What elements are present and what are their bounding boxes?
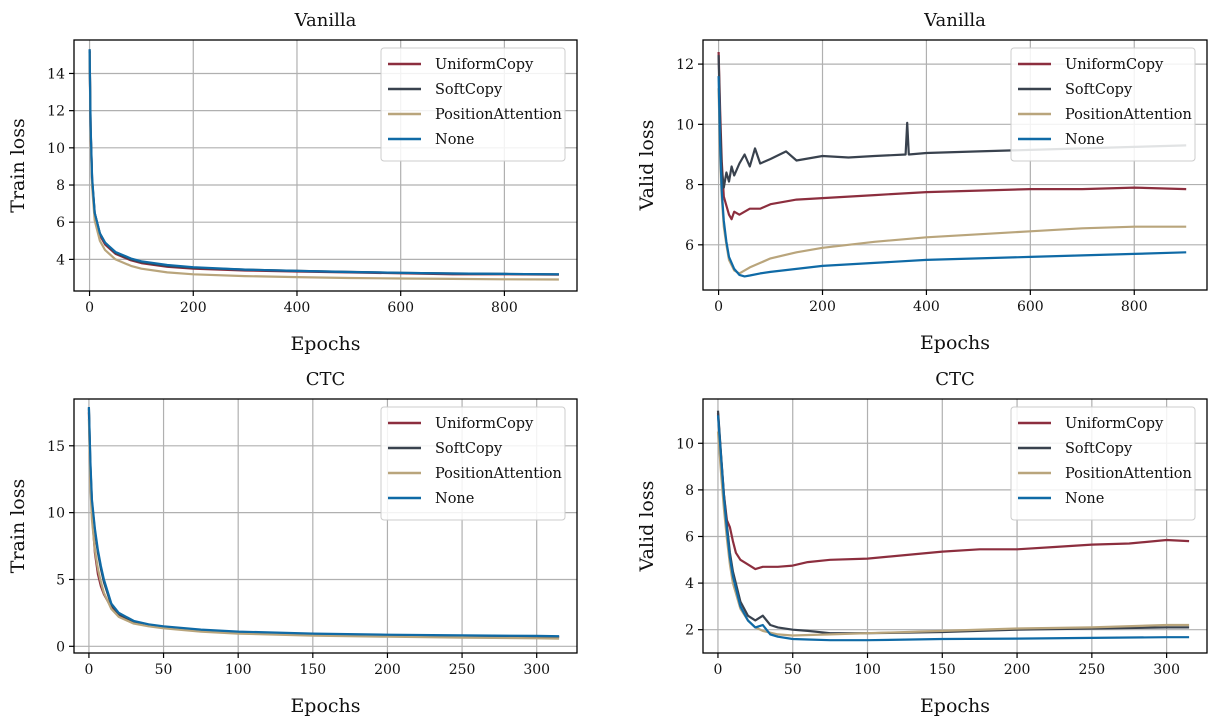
x-tick-label: 800 <box>491 300 518 316</box>
y-tick-label: 6 <box>685 238 694 254</box>
x-tick-label: 200 <box>809 299 836 315</box>
legend-entry: UniformCopy <box>1065 416 1164 432</box>
x-tick-label: 300 <box>1153 662 1180 678</box>
legend-entry: PositionAttention <box>1065 466 1192 482</box>
y-tick-label: 6 <box>56 215 65 231</box>
chart-title: CTC <box>306 369 346 390</box>
legend: UniformCopy SoftCopy PositionAttention None <box>1010 47 1196 162</box>
legend-entry: PositionAttention <box>435 107 562 123</box>
y-tick-label: 8 <box>56 178 65 194</box>
y-tick-label: 14 <box>47 66 65 82</box>
x-tick-label: 50 <box>155 662 173 678</box>
legend-entry: UniformCopy <box>435 416 534 432</box>
y-tick-label: 8 <box>685 483 694 499</box>
legend: UniformCopy SoftCopy PositionAttention None <box>1010 406 1196 521</box>
x-tick-label: 400 <box>284 300 311 316</box>
x-axis-label: Epochs <box>920 695 990 717</box>
legend-entry: None <box>1065 491 1104 507</box>
x-tick-label: 0 <box>85 300 94 316</box>
x-tick-label: 0 <box>84 662 93 678</box>
series-line-positionattention <box>87 419 560 640</box>
y-tick-label: 12 <box>676 57 694 73</box>
y-tick-label: 12 <box>47 104 65 120</box>
x-tick-label: 150 <box>299 662 326 678</box>
legend-entry: SoftCopy <box>1065 82 1133 98</box>
chart-title: CTC <box>935 369 975 390</box>
series-line-none <box>88 49 559 276</box>
legend-entry: PositionAttention <box>435 466 562 482</box>
y-tick-label: 2 <box>685 623 694 639</box>
series-line-none <box>717 76 1187 278</box>
y-tick-label: 10 <box>676 117 694 133</box>
x-tick-label: 200 <box>374 662 401 678</box>
chart-panel-2: 0 200 400 600 800 6 8 10 12 Vanilla Epochs Valid lo… <box>636 10 1208 354</box>
y-tick-label: 4 <box>56 252 65 268</box>
series-line-none <box>716 415 1190 642</box>
axes-frame <box>73 398 578 654</box>
x-tick-label: 400 <box>913 299 940 315</box>
y-tick-label: 10 <box>47 141 65 157</box>
series-lines <box>87 406 560 640</box>
y-tick-label: 0 <box>56 639 65 655</box>
axes-frame <box>702 39 1208 291</box>
x-axis-label: Epochs <box>290 333 360 355</box>
y-axis-label: Valid loss <box>636 120 658 212</box>
series-lines <box>88 49 559 281</box>
x-tick-label: 0 <box>713 662 722 678</box>
chart-panel-4: 0 50 100 150 200 250 300 2 4 6 8 10 CTC Epochs Valid l… <box>636 369 1208 717</box>
x-axis-label: Epochs <box>290 695 360 717</box>
series-line-uniformcopy <box>716 412 1190 571</box>
x-tick-label: 250 <box>1078 662 1105 678</box>
series-line-none <box>87 406 560 638</box>
x-tick-label: 200 <box>180 300 207 316</box>
legend-entry: None <box>435 132 474 148</box>
x-tick-label: 250 <box>449 662 476 678</box>
legend-entry: None <box>435 491 474 507</box>
y-tick-label: 5 <box>56 572 65 588</box>
series-line-softcopy <box>717 55 1187 189</box>
x-tick-label: 100 <box>854 662 881 678</box>
legend: UniformCopy SoftCopy PositionAttention None <box>380 47 566 162</box>
legend-entry: SoftCopy <box>435 82 503 98</box>
y-tick-label: 8 <box>685 178 694 194</box>
y-axis-label: Train loss <box>7 118 29 212</box>
x-tick-label: 600 <box>1017 299 1044 315</box>
chart-panel-1: 0 200 400 600 800 4 6 8 10 12 14 Vanilla Epochs Train… <box>7 10 578 355</box>
legend: UniformCopy SoftCopy PositionAttention None <box>380 406 566 521</box>
y-tick-label: 10 <box>47 506 65 522</box>
series-line-uniformcopy <box>717 51 1187 221</box>
y-tick-label: 6 <box>685 529 694 545</box>
legend-entry: PositionAttention <box>1065 107 1192 123</box>
legend-entry: SoftCopy <box>435 441 503 457</box>
y-tick-label: 10 <box>676 436 694 452</box>
series-lines <box>716 410 1190 642</box>
y-tick-label: 15 <box>47 439 65 455</box>
x-tick-label: 300 <box>523 662 550 678</box>
legend-entry: UniformCopy <box>435 57 534 73</box>
series-lines <box>717 51 1187 278</box>
x-tick-label: 200 <box>1004 662 1031 678</box>
y-axis-label: Train loss <box>7 479 29 573</box>
legend-entry: None <box>1065 132 1104 148</box>
x-tick-label: 150 <box>929 662 956 678</box>
legend-entry: UniformCopy <box>1065 57 1164 73</box>
y-axis-label: Valid loss <box>636 481 658 573</box>
axes-frame <box>73 39 578 292</box>
x-axis-label: Epochs <box>920 332 990 354</box>
legend-entry: SoftCopy <box>1065 441 1133 457</box>
chart-panel-3: 0 50 100 150 200 250 300 0 5 10 15 CTC Epochs Train l… <box>7 369 578 717</box>
x-tick-label: 50 <box>784 662 802 678</box>
axes-frame <box>702 398 1208 654</box>
x-tick-label: 600 <box>387 300 414 316</box>
chart-title: Vanilla <box>294 10 357 31</box>
chart-title: Vanilla <box>923 10 986 31</box>
x-tick-label: 100 <box>225 662 252 678</box>
x-tick-label: 0 <box>714 299 723 315</box>
x-tick-label: 800 <box>1121 299 1148 315</box>
y-tick-label: 4 <box>685 576 694 592</box>
